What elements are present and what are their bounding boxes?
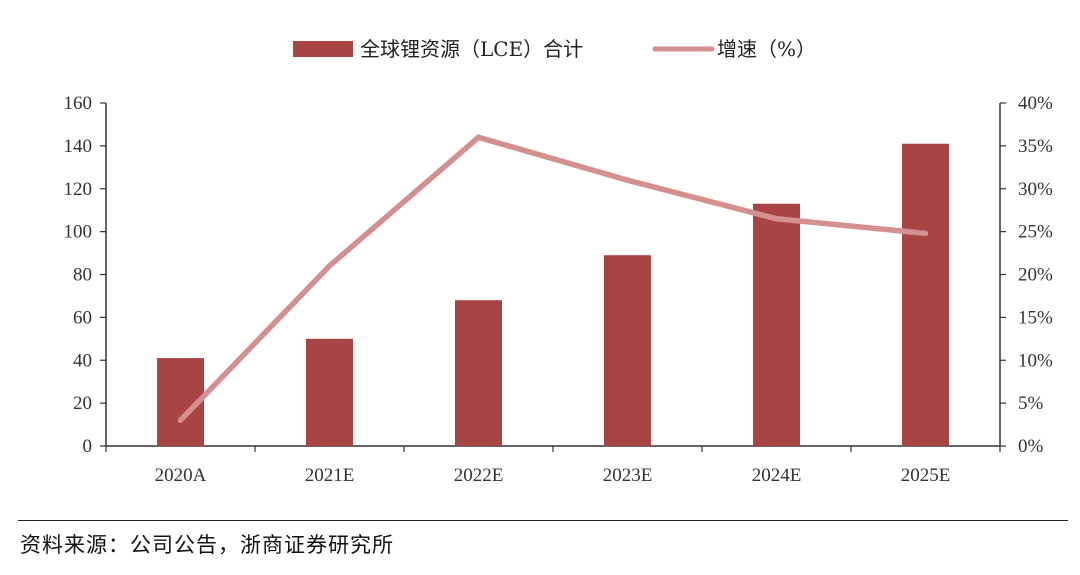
growth-point bbox=[774, 216, 779, 222]
growth-line-path bbox=[177, 134, 929, 424]
y-tick-label-left: 100 bbox=[64, 222, 93, 243]
y-tick-label-right: 30% bbox=[1018, 179, 1053, 200]
x-tick-label: 2021E bbox=[305, 465, 355, 486]
legend-label-bar: 全球锂资源（LCE）合计 bbox=[360, 37, 583, 61]
x-tick-label: 2022E bbox=[454, 465, 504, 486]
legend-swatch-bar bbox=[293, 41, 353, 57]
growth-point bbox=[625, 177, 630, 183]
y-tick-label-right: 15% bbox=[1018, 307, 1053, 328]
bar bbox=[306, 338, 353, 446]
y-tick-label-left: 0 bbox=[83, 436, 93, 457]
bar bbox=[753, 203, 800, 446]
y-tick-label-left: 120 bbox=[64, 179, 93, 200]
x-tick-label: 2023E bbox=[603, 465, 653, 486]
x-tick-label: 2024E bbox=[752, 465, 802, 486]
y-tick-label-right: 25% bbox=[1018, 222, 1053, 243]
growth-point bbox=[178, 417, 183, 423]
growth-point bbox=[476, 134, 481, 140]
growth-point bbox=[327, 263, 332, 269]
chart: 全球锂资源（LCE）合计 增速（%） 0 20 40 60 80 100 120 140 160… bbox=[64, 37, 1054, 486]
source-divider bbox=[18, 520, 1068, 521]
legend-label-line: 增速（%） bbox=[717, 37, 816, 61]
y-tick-label-left: 140 bbox=[64, 136, 93, 157]
y-tick-label-right: 0% bbox=[1018, 436, 1044, 457]
growth-line bbox=[177, 134, 929, 424]
bars bbox=[157, 143, 949, 446]
y-tick-label-left: 80 bbox=[73, 265, 92, 286]
bar bbox=[604, 255, 651, 446]
y-tick-label-right: 35% bbox=[1018, 136, 1053, 157]
axes: 0 20 40 60 80 100 120 140 160 0% 5% 10% 15% 20% 25% 30%… bbox=[64, 93, 1054, 486]
growth-point bbox=[923, 230, 928, 236]
y-tick-label-left: 160 bbox=[64, 93, 93, 114]
y-tick-label-left: 20 bbox=[73, 393, 92, 414]
x-tick-label: 2025E bbox=[901, 465, 951, 486]
y-tick-label-right: 10% bbox=[1018, 350, 1053, 371]
y-tick-label-left: 40 bbox=[73, 350, 92, 371]
y-tick-label-right: 40% bbox=[1018, 93, 1053, 114]
y-tick-label-right: 20% bbox=[1018, 265, 1053, 286]
y-tick-label-left: 60 bbox=[73, 307, 92, 328]
bar bbox=[902, 143, 949, 446]
bar bbox=[455, 300, 502, 446]
y-tick-label-right: 5% bbox=[1018, 393, 1044, 414]
x-tick-label: 2020A bbox=[155, 465, 207, 486]
legend: 全球锂资源（LCE）合计 增速（%） bbox=[293, 37, 816, 61]
source-note: 资料来源：公司公告，浙商证券研究所 bbox=[20, 533, 394, 557]
